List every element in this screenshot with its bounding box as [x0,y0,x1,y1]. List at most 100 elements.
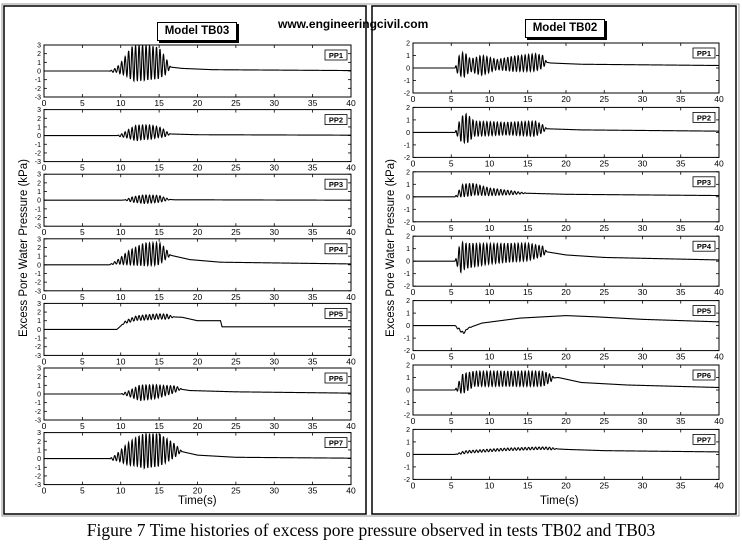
y-tick-label: 2 [37,116,41,123]
x-tick-label: 35 [308,227,318,237]
plot-area [412,235,720,287]
x-tick-label: 0 [411,287,416,297]
y-tick-label: 0 [37,198,41,205]
x-tick-label: 10 [485,223,495,233]
y-tick-label: -3 [35,95,41,102]
x-tick-label: 0 [42,227,47,237]
y-tick-label: 3 [37,301,41,308]
y-tick-label: 1 [406,246,410,253]
x-tick-label: 0 [42,486,47,496]
legend-label: PP1 [697,49,711,58]
x-tick-label: 5 [449,287,454,297]
y-tick-label: 1 [406,311,410,318]
x-tick-label: 5 [80,486,85,496]
x-tick-label: 5 [449,223,454,233]
x-tick-label: 5 [80,292,85,302]
x-tick-label: 25 [600,158,610,168]
y-tick-label: 1 [37,318,41,325]
x-tick-label: 35 [308,486,318,496]
x-tick-label: 10 [116,356,126,366]
x-tick-label: 25 [231,98,241,108]
x-tick-label: 40 [346,421,356,431]
legend-box [692,47,716,59]
y-tick-label: 3 [37,366,41,373]
y-tick-label: 1 [37,383,41,390]
x-tick-label: 40 [346,227,356,237]
legend-box [692,369,716,381]
y-tick-label: 2 [406,169,410,176]
x-tick-label: 30 [638,223,648,233]
x-tick-label: 20 [561,287,571,297]
x-tick-label: 10 [485,416,495,426]
model-tb03-title: Model TB03 [157,22,237,41]
y-tick-label: -3 [35,418,41,425]
y-tick-label: 0 [406,194,410,201]
x-tick-label: 15 [523,94,533,104]
x-tick-label: 15 [523,287,533,297]
x-tick-label: 35 [308,98,318,108]
y-tick-label: 2 [406,427,410,434]
y-tick-label: -1 [404,142,410,149]
x-tick-label: 25 [231,163,241,173]
series-line-pp1 [413,50,719,79]
legend-label: PP6 [697,371,711,380]
x-tick-label: 25 [231,421,241,431]
y-tick-label: 2 [37,180,41,187]
legend-box [692,305,716,317]
series-line-pp6 [44,383,351,402]
y-tick-label: 3 [37,430,41,437]
x-tick-label: 15 [154,227,164,237]
x-tick-label: 40 [346,98,356,108]
y-tick-label: 0 [406,388,410,395]
x-tick-label: 20 [561,416,571,426]
x-tick-label: 20 [561,158,571,168]
x-tick-label: 25 [231,292,241,302]
y-tick-label: 2 [37,310,41,317]
x-tick-label: 10 [485,287,495,297]
x-tick-label: 30 [270,421,280,431]
x-tick-label: 40 [346,292,356,302]
legend-label: PP4 [329,245,344,254]
y-tick-label: -1 [404,336,410,343]
x-tick-label: 20 [193,227,203,237]
series-line-pp7 [413,446,719,455]
x-tick-label: 30 [270,486,280,496]
y-tick-label: 0 [37,456,41,463]
x-tick-label: 30 [638,158,648,168]
legend-box [324,372,348,384]
x-tick-label: 35 [676,480,686,490]
x-tick-label: 35 [308,163,318,173]
x-tick-label: 20 [561,480,571,490]
x-tick-label: 35 [676,158,686,168]
series-line-pp2 [44,123,351,142]
x-tick-label: 15 [523,416,533,426]
x-tick-label: 30 [638,416,648,426]
model-tb02-title: Model TB02 [525,19,605,38]
y-tick-label: 2 [37,374,41,381]
y-tick-label: -1 [404,400,410,407]
x-tick-label: 15 [523,158,533,168]
legend-box [692,240,716,252]
x-tick-label: 40 [346,356,356,366]
y-tick-label: 1 [37,60,41,67]
x-tick-label: 40 [346,163,356,173]
legend-box [324,243,348,255]
x-tick-label: 0 [411,94,416,104]
x-tick-label: 20 [193,98,203,108]
x-tick-label: 15 [154,292,164,302]
y-tick-label: 0 [406,323,410,330]
y-tick-label: 0 [406,66,410,73]
x-tick-label: 35 [676,223,686,233]
x-tick-label: 10 [116,292,126,302]
legend-label: PP5 [697,307,711,316]
